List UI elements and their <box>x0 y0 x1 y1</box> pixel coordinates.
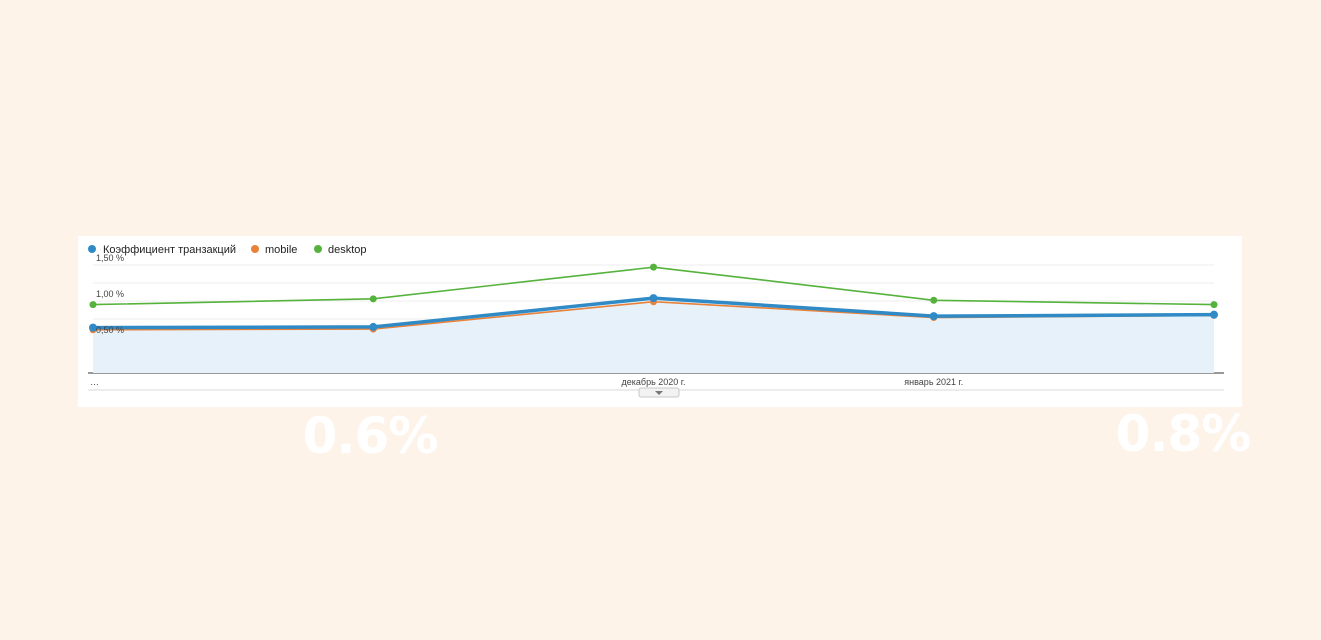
x-tick-label: … <box>90 377 99 387</box>
legend-label-mobile: mobile <box>265 244 297 256</box>
mobile-rate-badge: 0.6% <box>302 407 439 465</box>
transactions-point[interactable] <box>89 323 97 332</box>
transactions-point[interactable] <box>1210 310 1218 319</box>
chart-panel: Коэффициент транзакций mobile desktop 1,… <box>78 236 1242 407</box>
desktop-point[interactable] <box>369 295 377 303</box>
legend-label-desktop: desktop <box>328 244 367 256</box>
y-tick-label: 1,00 % <box>96 289 124 299</box>
legend-label-transactions: Коэффициент транзакций <box>103 244 236 256</box>
series-layer <box>89 263 1218 334</box>
desktop-point[interactable] <box>89 301 97 309</box>
transactions-point[interactable] <box>369 322 378 331</box>
tick-labels: 1,50 % 1,00 % 0,50 % … декабрь 2020 г. январь… <box>90 253 963 387</box>
line-chart: Коэффициент транзакций mobile desktop 1,… <box>88 244 1224 398</box>
scroll-handle[interactable] <box>638 387 680 398</box>
desktop-point[interactable] <box>650 263 657 271</box>
desktop-rate-badge: 0.8% <box>1115 405 1252 463</box>
x-tick-label: январь 2021 г. <box>904 377 963 387</box>
legend-marker-mobile <box>251 245 259 253</box>
transactions-point[interactable] <box>649 294 658 303</box>
legend-marker-transactions <box>88 245 96 253</box>
legend: Коэффициент транзакций mobile desktop <box>88 244 367 256</box>
desktop-point[interactable] <box>1210 301 1218 309</box>
desktop-point[interactable] <box>930 296 938 304</box>
transactions-point[interactable] <box>929 312 938 321</box>
x-tick-label: декабрь 2020 г. <box>622 377 686 387</box>
legend-marker-desktop <box>314 245 322 253</box>
chevron-down-icon <box>655 391 663 395</box>
area-layer <box>93 298 1214 373</box>
y-tick-label: 0,50 % <box>96 325 124 335</box>
transactions-area <box>93 298 1214 373</box>
y-tick-label: 1,50 % <box>96 253 124 263</box>
